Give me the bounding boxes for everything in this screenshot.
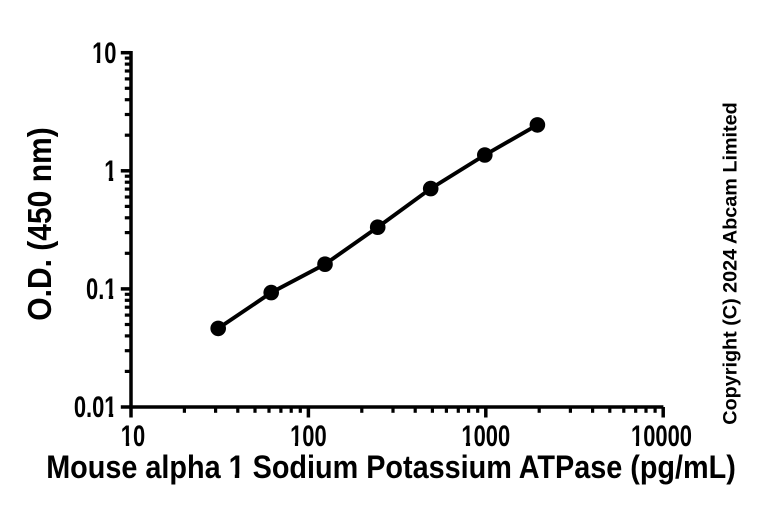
svg-text:Copyright (C) 2024 Abcam Limit: Copyright (C) 2024 Abcam Limited (720, 102, 742, 424)
svg-text:10: 10 (121, 418, 145, 452)
svg-text:O.D. (450 nm): O.D. (450 nm) (21, 127, 59, 320)
svg-text:1: 1 (104, 154, 116, 188)
svg-text:0.01: 0.01 (74, 390, 117, 424)
svg-text:Mouse alpha 1 Sodium Potassium: Mouse alpha 1 Sodium Potassium ATPase (p… (46, 450, 736, 486)
svg-text:10000: 10000 (631, 418, 692, 452)
svg-text:10: 10 (92, 36, 116, 70)
svg-text:1000: 1000 (461, 418, 510, 452)
svg-text:0.1: 0.1 (86, 272, 116, 306)
svg-text:100: 100 (290, 418, 327, 452)
